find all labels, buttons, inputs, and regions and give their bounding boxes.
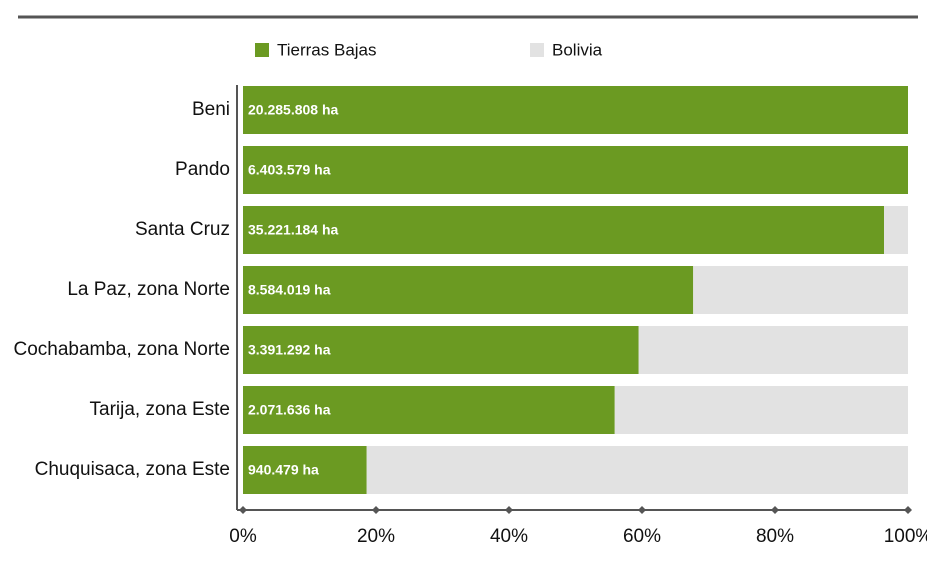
bar-label: 8.584.019 ha (248, 282, 331, 298)
bar-segment (243, 146, 908, 194)
legend-swatch (530, 43, 544, 57)
bar-label: 2.071.636 ha (248, 402, 331, 418)
category-label: Pando (175, 159, 230, 180)
legend-swatch (255, 43, 269, 57)
bar-label: 20.285.808 ha (248, 102, 339, 118)
x-tick-label: 0% (229, 526, 257, 547)
category-label: Chuquisaca, zona Este (35, 459, 230, 480)
bar-segment (243, 266, 694, 314)
tick-mark (505, 506, 513, 514)
bar-segment (243, 86, 908, 134)
x-tick-label: 80% (756, 526, 794, 547)
tick-mark (372, 506, 380, 514)
tick-mark (904, 506, 912, 514)
bar-label: 940.479 ha (248, 462, 319, 478)
tick-mark (239, 506, 247, 514)
category-label: La Paz, zona Norte (67, 279, 230, 300)
bar-segment (243, 326, 639, 374)
bar-segment (884, 206, 908, 254)
category-label: Cochabamba, zona Norte (13, 339, 230, 360)
x-tick-label: 60% (623, 526, 661, 547)
legend-label: Tierras Bajas (277, 40, 377, 59)
bar-segment (243, 206, 885, 254)
bar-segment (243, 446, 367, 494)
x-tick-label: 40% (490, 526, 528, 547)
category-label: Santa Cruz (135, 219, 230, 240)
bar-label: 35.221.184 ha (248, 222, 339, 238)
x-tick-label: 20% (357, 526, 395, 547)
bar-segment (693, 266, 908, 314)
tick-mark (638, 506, 646, 514)
bar-label: 3.391.292 ha (248, 342, 331, 358)
category-label: Beni (192, 99, 230, 120)
legend-label: Bolivia (552, 40, 603, 59)
bar-segment (614, 386, 908, 434)
bar-segment (243, 386, 615, 434)
bar-segment (366, 446, 908, 494)
x-tick-label: 100% (884, 526, 927, 547)
bar-label: 6.403.579 ha (248, 162, 331, 178)
bar-segment (638, 326, 908, 374)
tick-mark (771, 506, 779, 514)
category-label: Tarija, zona Este (90, 399, 230, 420)
